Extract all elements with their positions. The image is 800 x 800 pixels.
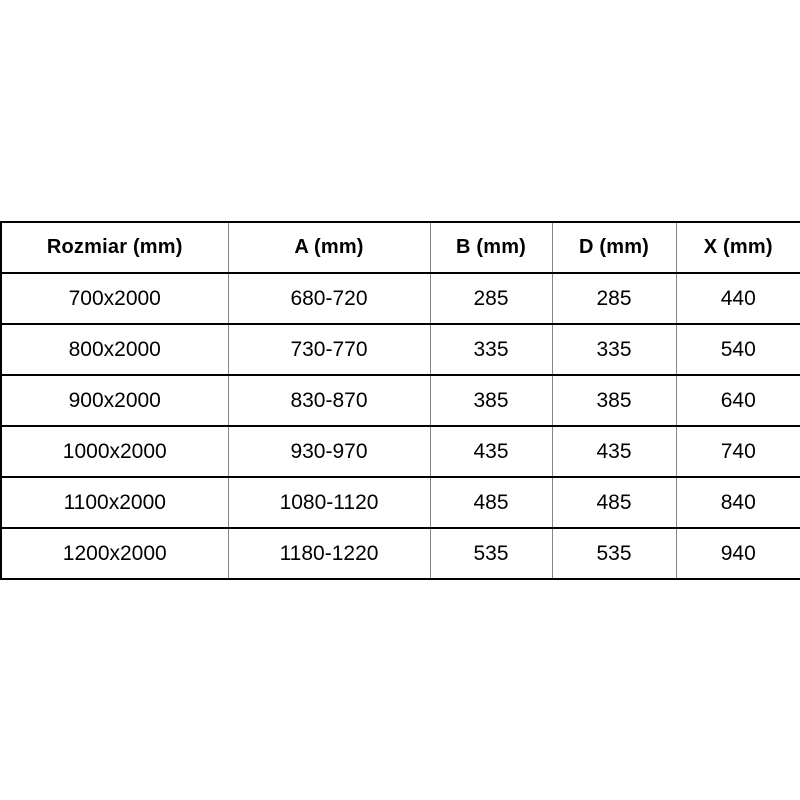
cell-x: 840 bbox=[675, 477, 800, 529]
cell-rozmiar: 1000x2000 bbox=[1, 426, 228, 478]
table-row: 1100x2000 1080-1120 485 485 840 bbox=[1, 477, 800, 529]
cell-d: 535 bbox=[551, 528, 676, 579]
cell-b: 435 bbox=[429, 426, 552, 478]
cell-rozmiar: 1100x2000 bbox=[1, 477, 228, 529]
column-header-a: A (mm) bbox=[227, 222, 430, 274]
table-row: 700x2000 680-720 285 285 440 bbox=[1, 273, 800, 325]
cell-b: 335 bbox=[429, 324, 552, 376]
cell-rozmiar: 800x2000 bbox=[1, 324, 228, 376]
cell-b: 485 bbox=[429, 477, 552, 529]
cell-x: 740 bbox=[675, 426, 800, 478]
cell-rozmiar: 700x2000 bbox=[1, 273, 228, 325]
cell-a: 930-970 bbox=[227, 426, 430, 478]
cell-b: 385 bbox=[429, 375, 552, 427]
column-header-d: D (mm) bbox=[551, 222, 676, 274]
cell-d: 435 bbox=[551, 426, 676, 478]
column-header-x: X (mm) bbox=[675, 222, 800, 274]
cell-x: 640 bbox=[675, 375, 800, 427]
cell-d: 285 bbox=[551, 273, 676, 325]
cell-d: 385 bbox=[551, 375, 676, 427]
table-row: 1000x2000 930-970 435 435 740 bbox=[1, 426, 800, 478]
cell-a: 1180-1220 bbox=[227, 528, 430, 579]
cell-x: 540 bbox=[675, 324, 800, 376]
size-spec-table: Rozmiar (mm) A (mm) B (mm) D (mm) X (mm)… bbox=[0, 221, 800, 580]
cell-rozmiar: 900x2000 bbox=[1, 375, 228, 427]
cell-a: 680-720 bbox=[227, 273, 430, 325]
column-header-rozmiar: Rozmiar (mm) bbox=[1, 222, 228, 274]
table-row: 1200x2000 1180-1220 535 535 940 bbox=[1, 528, 800, 579]
cell-b: 535 bbox=[429, 528, 552, 579]
header-row: Rozmiar (mm) A (mm) B (mm) D (mm) X (mm) bbox=[1, 222, 800, 274]
column-header-b: B (mm) bbox=[429, 222, 552, 274]
cell-a: 1080-1120 bbox=[227, 477, 430, 529]
table-row: 800x2000 730-770 335 335 540 bbox=[1, 324, 800, 376]
cell-a: 830-870 bbox=[227, 375, 430, 427]
cell-d: 335 bbox=[551, 324, 676, 376]
cell-b: 285 bbox=[429, 273, 552, 325]
cell-rozmiar: 1200x2000 bbox=[62, 541, 167, 565]
cell-d: 485 bbox=[551, 477, 676, 529]
table-row: 900x2000 830-870 385 385 640 bbox=[1, 375, 800, 427]
cell-x: 940 bbox=[675, 528, 800, 579]
cell-x: 440 bbox=[675, 273, 800, 325]
cell-a: 730-770 bbox=[227, 324, 430, 376]
